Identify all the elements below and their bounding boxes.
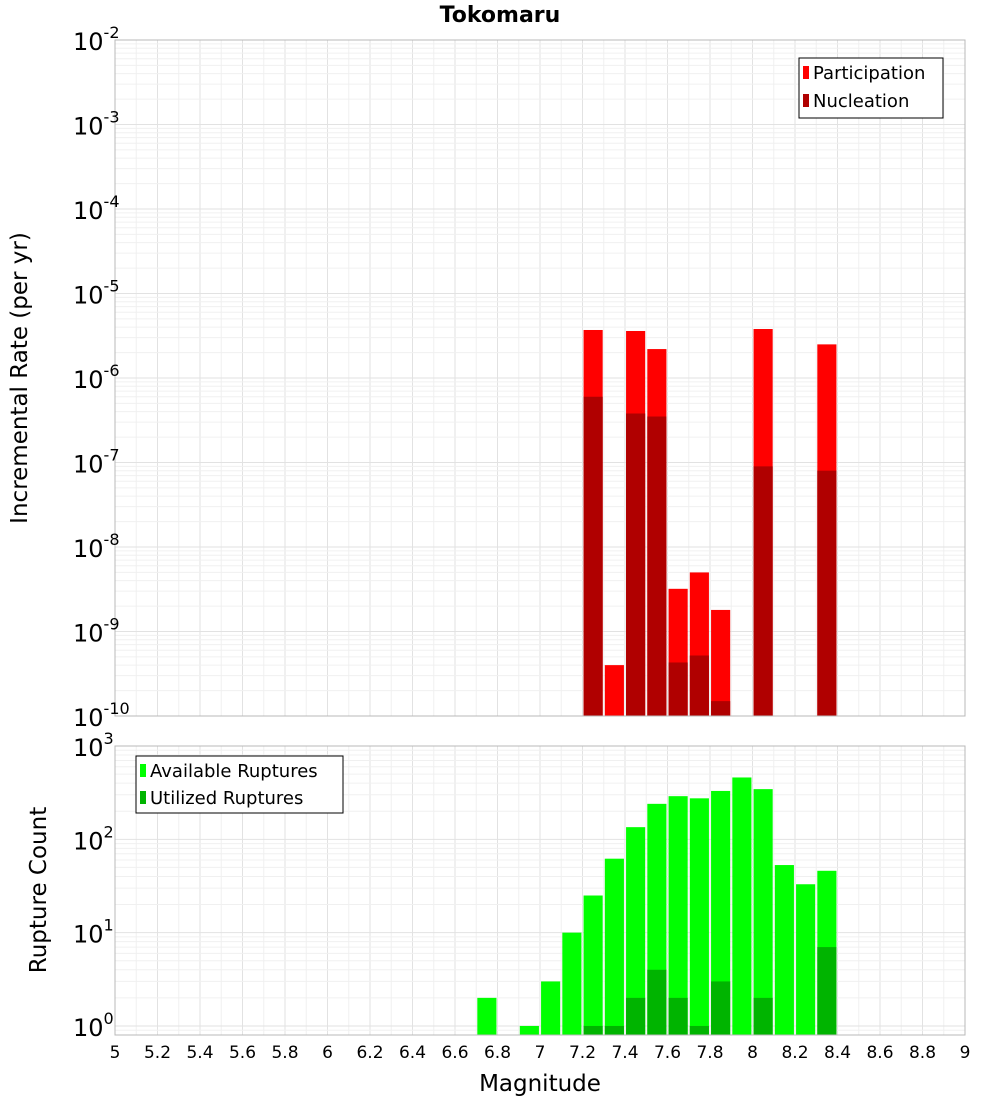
bottom-bar-utilized-ruptures bbox=[711, 981, 731, 1035]
bottom-bar-available-ruptures bbox=[668, 796, 688, 1035]
bottom-bar-available-ruptures bbox=[689, 798, 709, 1035]
bottom-bar-available-ruptures bbox=[732, 777, 752, 1035]
bottom-legend-box bbox=[135, 755, 344, 814]
x-tick-label: 7.6 bbox=[654, 1043, 681, 1063]
top-bar-nucleation bbox=[626, 413, 646, 716]
top-bar-nucleation bbox=[583, 396, 603, 716]
bottom-bar-available-ruptures bbox=[711, 790, 731, 1035]
x-tick-label: 7.4 bbox=[611, 1043, 638, 1063]
legend-swatch-participation bbox=[803, 66, 809, 79]
x-tick-label: 7.8 bbox=[696, 1043, 723, 1063]
x-tick-label: 8.4 bbox=[824, 1043, 851, 1063]
top-bar-nucleation bbox=[817, 470, 837, 716]
bottom-bar-available-ruptures bbox=[541, 981, 561, 1035]
bottom-bar-available-ruptures bbox=[774, 865, 794, 1035]
legend-label-utilized: Utilized Ruptures bbox=[150, 788, 303, 809]
bottom-bar-utilized-ruptures bbox=[753, 997, 773, 1035]
bottom-y-ticks: 103 102 101 100 bbox=[73, 729, 114, 1042]
bottom-bar-available-ruptures bbox=[562, 932, 582, 1035]
bottom-y-tick-label: 101 bbox=[73, 916, 114, 949]
top-y-tick-label: 10-2 bbox=[73, 23, 120, 56]
x-tick-label: 8.2 bbox=[781, 1043, 808, 1063]
x-tick-label: 5 bbox=[110, 1043, 121, 1063]
x-tick-label: 9 bbox=[960, 1043, 971, 1063]
chart-title: Tokomaru bbox=[440, 3, 561, 28]
legend-label-available: Available Ruptures bbox=[150, 761, 318, 782]
bottom-bar-utilized-ruptures bbox=[626, 997, 646, 1035]
top-y-tick-label: 10-6 bbox=[73, 361, 120, 394]
x-tick-label: 5.4 bbox=[186, 1043, 213, 1063]
bottom-bar-available-ruptures bbox=[626, 827, 646, 1035]
top-y-tick-label: 10-7 bbox=[73, 446, 120, 479]
top-bar-participation bbox=[604, 665, 624, 716]
top-y-axis-label: Incremental Rate (per yr) bbox=[7, 232, 33, 524]
top-legend: Participation Nucleation bbox=[798, 57, 944, 119]
top-y-tick-label: 10-10 bbox=[73, 699, 130, 732]
top-bar-nucleation bbox=[647, 416, 667, 716]
bottom-y-tick-label: 102 bbox=[73, 822, 114, 855]
x-tick-label: 6.8 bbox=[484, 1043, 511, 1063]
top-y-tick-label: 10-5 bbox=[73, 277, 120, 310]
x-tick-label: 6 bbox=[322, 1043, 333, 1063]
x-tick-label: 5.2 bbox=[144, 1043, 171, 1063]
bottom-bar-available-ruptures bbox=[477, 997, 497, 1035]
bottom-bars bbox=[477, 777, 837, 1035]
bottom-bar-utilized-ruptures bbox=[817, 947, 837, 1035]
x-tick-label: 5.6 bbox=[229, 1043, 256, 1063]
x-tick-label: 6.6 bbox=[441, 1043, 468, 1063]
bottom-bar-utilized-ruptures bbox=[668, 997, 688, 1035]
x-tick-label: 8.8 bbox=[909, 1043, 936, 1063]
legend-swatch-utilized bbox=[140, 791, 146, 804]
top-y-tick-label: 10-9 bbox=[73, 615, 120, 648]
top-bar-nucleation bbox=[753, 466, 773, 716]
top-bar-nucleation bbox=[711, 701, 731, 716]
bottom-panel: 103 102 101 100 Rupture Count Available Rup… bbox=[26, 729, 970, 1097]
x-tick-label: 8 bbox=[747, 1043, 758, 1063]
x-tick-label: 8.6 bbox=[866, 1043, 893, 1063]
bottom-y-tick-label: 100 bbox=[73, 1009, 114, 1042]
x-tick-label: 7.2 bbox=[569, 1043, 596, 1063]
x-tick-label: 7 bbox=[535, 1043, 546, 1063]
x-tick-label: 5.8 bbox=[271, 1043, 298, 1063]
bottom-legend: Available Ruptures Utilized Ruptures bbox=[135, 755, 344, 814]
legend-swatch-nucleation bbox=[803, 94, 809, 107]
top-panel: 10-2 10-3 10-4 10-5 10-6 10-7 10-8 10-9 10-10 In… bbox=[7, 23, 966, 732]
top-bars bbox=[583, 329, 837, 716]
x-axis-label: Magnitude bbox=[479, 1071, 601, 1097]
bottom-plot-border bbox=[114, 745, 966, 1036]
top-legend-box bbox=[798, 57, 944, 119]
bottom-bar-available-ruptures bbox=[796, 884, 816, 1035]
top-y-tick-label: 10-8 bbox=[73, 530, 120, 563]
bottom-bar-available-ruptures bbox=[604, 858, 624, 1035]
top-bar-participation bbox=[711, 609, 731, 716]
bottom-y-axis-label: Rupture Count bbox=[26, 807, 52, 973]
top-bar-nucleation bbox=[668, 662, 688, 716]
top-bar-nucleation bbox=[689, 655, 709, 716]
bottom-bar-available-ruptures bbox=[519, 1025, 539, 1035]
bottom-bar-utilized-ruptures bbox=[647, 969, 667, 1035]
bottom-bar-utilized-ruptures bbox=[604, 1025, 624, 1035]
bottom-y-tick-label: 103 bbox=[73, 729, 114, 762]
bottom-grid bbox=[114, 745, 966, 1036]
top-y-tick-label: 10-3 bbox=[73, 108, 120, 141]
bottom-bar-utilized-ruptures bbox=[689, 1025, 709, 1035]
x-ticks: 5 5.2 5.4 5.6 5.8 6 6.2 6.4 6.6 6.8 7 7.2 7.4 7.6 7.8 8… bbox=[110, 1043, 971, 1063]
bottom-bar-available-ruptures bbox=[583, 895, 603, 1035]
bottom-bar-available-ruptures bbox=[753, 789, 773, 1035]
legend-label-nucleation: Nucleation bbox=[813, 91, 909, 112]
legend-swatch-available bbox=[140, 764, 146, 777]
x-tick-label: 6.4 bbox=[399, 1043, 426, 1063]
bottom-bar-utilized-ruptures bbox=[583, 1025, 603, 1035]
top-plot-border bbox=[114, 39, 966, 717]
top-y-tick-label: 10-4 bbox=[73, 192, 120, 225]
top-y-ticks: 10-2 10-3 10-4 10-5 10-6 10-7 10-8 10-9 10-10 bbox=[73, 23, 130, 732]
legend-label-participation: Participation bbox=[813, 63, 925, 84]
x-tick-label: 6.2 bbox=[356, 1043, 383, 1063]
top-grid bbox=[114, 39, 966, 717]
